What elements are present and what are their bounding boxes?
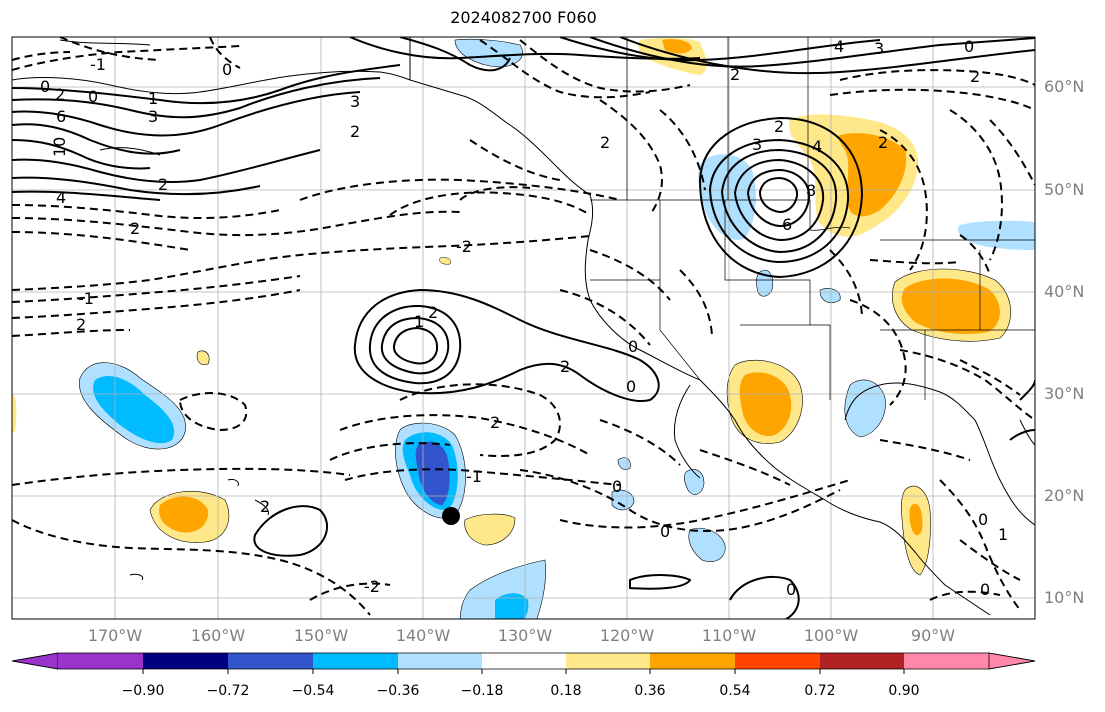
positive-anomaly-shading bbox=[12, 37, 1011, 576]
contour-label: 3 bbox=[874, 39, 884, 58]
contour-label: -1 bbox=[466, 467, 482, 486]
contour-label: 2 bbox=[428, 303, 438, 322]
contour-label: 2 bbox=[76, 315, 86, 334]
contour-label: 3 bbox=[350, 92, 360, 111]
lon-label: 160°W bbox=[190, 626, 246, 645]
lon-label: 120°W bbox=[599, 626, 655, 645]
contour-label: 2 bbox=[130, 219, 140, 238]
contour-label: -2 bbox=[456, 237, 472, 256]
solid-contours bbox=[12, 37, 1035, 619]
contour-label: 2 bbox=[260, 497, 270, 516]
graticule bbox=[12, 37, 1035, 619]
colorbar bbox=[11, 652, 1036, 674]
contour-label: 0 bbox=[964, 37, 974, 56]
colorbar-tick-label: 0.90 bbox=[888, 683, 920, 699]
colorbar-segment bbox=[566, 653, 650, 669]
colorbar-segment bbox=[735, 653, 820, 669]
colorbar-min-arrow bbox=[11, 652, 59, 670]
contour-label: 1 bbox=[148, 89, 158, 108]
contour-label: 0 bbox=[660, 522, 670, 541]
colorbar-segment bbox=[313, 653, 398, 669]
lon-label: 150°W bbox=[293, 626, 349, 645]
colorbar-segment bbox=[482, 653, 566, 669]
contour-label: 4 bbox=[834, 37, 844, 56]
colorbar-tick-label: 0.72 bbox=[804, 683, 836, 699]
colorbar-max-arrow bbox=[988, 652, 1036, 670]
colorbar-segment bbox=[58, 653, 143, 669]
lat-label: 40°N bbox=[1044, 282, 1085, 301]
contour-label: 2 bbox=[600, 133, 610, 152]
contour-label: 0 bbox=[628, 337, 638, 356]
contour-label: 2 bbox=[878, 133, 888, 152]
lat-label: 20°N bbox=[1044, 486, 1085, 505]
colorbar-tick-label: −0.72 bbox=[206, 683, 250, 699]
contour-label: 8 bbox=[806, 181, 816, 200]
contour-label: 3 bbox=[148, 107, 158, 126]
contour-label: 0 bbox=[786, 580, 796, 599]
contour-label: 2 bbox=[158, 175, 168, 194]
contour-label: -2 bbox=[364, 577, 380, 596]
contour-labels: 0 2 0 1 3 6 10 4 2 3 2 -1 0 2 2 3 4 8 6 … bbox=[40, 37, 1008, 599]
contour-label: 3 bbox=[752, 135, 762, 154]
colorbar-tick-label: 0.18 bbox=[550, 683, 582, 699]
colorbar-tick-label: 0.36 bbox=[634, 683, 666, 699]
colorbar-segment bbox=[398, 653, 482, 669]
contour-label: 2 bbox=[490, 413, 500, 432]
contour-label: 2 bbox=[350, 122, 360, 141]
contour-label: -1 bbox=[78, 289, 94, 308]
map-title: 2024082700 F060 bbox=[450, 8, 597, 27]
contour-label: 1 bbox=[414, 312, 424, 331]
contour-label: 0 bbox=[40, 77, 50, 96]
colorbar-segment bbox=[228, 653, 313, 669]
contour-label: 10 bbox=[50, 137, 69, 157]
contour-label: 0 bbox=[222, 60, 232, 79]
colorbar-tick-label: −0.36 bbox=[376, 683, 420, 699]
colorbar-segment bbox=[904, 653, 989, 669]
storm-center-marker bbox=[442, 507, 460, 525]
lon-label: 170°W bbox=[87, 626, 143, 645]
contour-label: 0 bbox=[612, 477, 622, 496]
colorbar-ticks bbox=[142, 669, 905, 674]
contour-label: 4 bbox=[56, 188, 66, 207]
colorbar-segment bbox=[650, 653, 735, 669]
contour-label: 0 bbox=[88, 87, 98, 106]
lat-label: 10°N bbox=[1044, 588, 1085, 607]
contour-label: -1 bbox=[90, 55, 106, 74]
lon-label: 130°W bbox=[497, 626, 553, 645]
contour-label: 2 bbox=[970, 67, 980, 86]
contour-label: 0 bbox=[980, 580, 990, 599]
dashed-contours bbox=[12, 37, 1035, 616]
contour-label: 6 bbox=[782, 215, 792, 234]
lat-label: 60°N bbox=[1044, 77, 1085, 96]
lon-label: 140°W bbox=[395, 626, 451, 645]
colorbar-tick-label: −0.18 bbox=[460, 683, 504, 699]
contour-label: 6 bbox=[56, 107, 66, 126]
lat-label: 50°N bbox=[1044, 180, 1085, 199]
lon-label: 90°W bbox=[910, 626, 956, 645]
contour-label: 0 bbox=[626, 377, 636, 396]
lat-label: 30°N bbox=[1044, 384, 1085, 403]
contour-label: 2 bbox=[55, 85, 65, 104]
colorbar-tick-label: −0.90 bbox=[121, 683, 165, 699]
colorbar-outline bbox=[11, 652, 1036, 670]
map-frame bbox=[11, 36, 1036, 620]
contour-label: 2 bbox=[774, 117, 784, 136]
lon-label: 100°W bbox=[803, 626, 859, 645]
contour-label: 2 bbox=[560, 357, 570, 376]
contour-label: 4 bbox=[812, 137, 822, 156]
map-field: 0 2 0 1 3 6 10 4 2 3 2 -1 0 2 2 3 4 8 6 … bbox=[12, 37, 1035, 619]
colorbar-tick-label: −0.54 bbox=[291, 683, 335, 699]
lon-label: 110°W bbox=[701, 626, 757, 645]
colorbar-tick-label: 0.54 bbox=[719, 683, 751, 699]
colorbar-segment bbox=[820, 653, 904, 669]
contour-label: 0 bbox=[978, 510, 988, 529]
contour-label: 2 bbox=[730, 65, 740, 84]
coastlines bbox=[12, 37, 1035, 616]
contour-label: 1 bbox=[998, 525, 1008, 544]
colorbar-segment bbox=[143, 653, 228, 669]
